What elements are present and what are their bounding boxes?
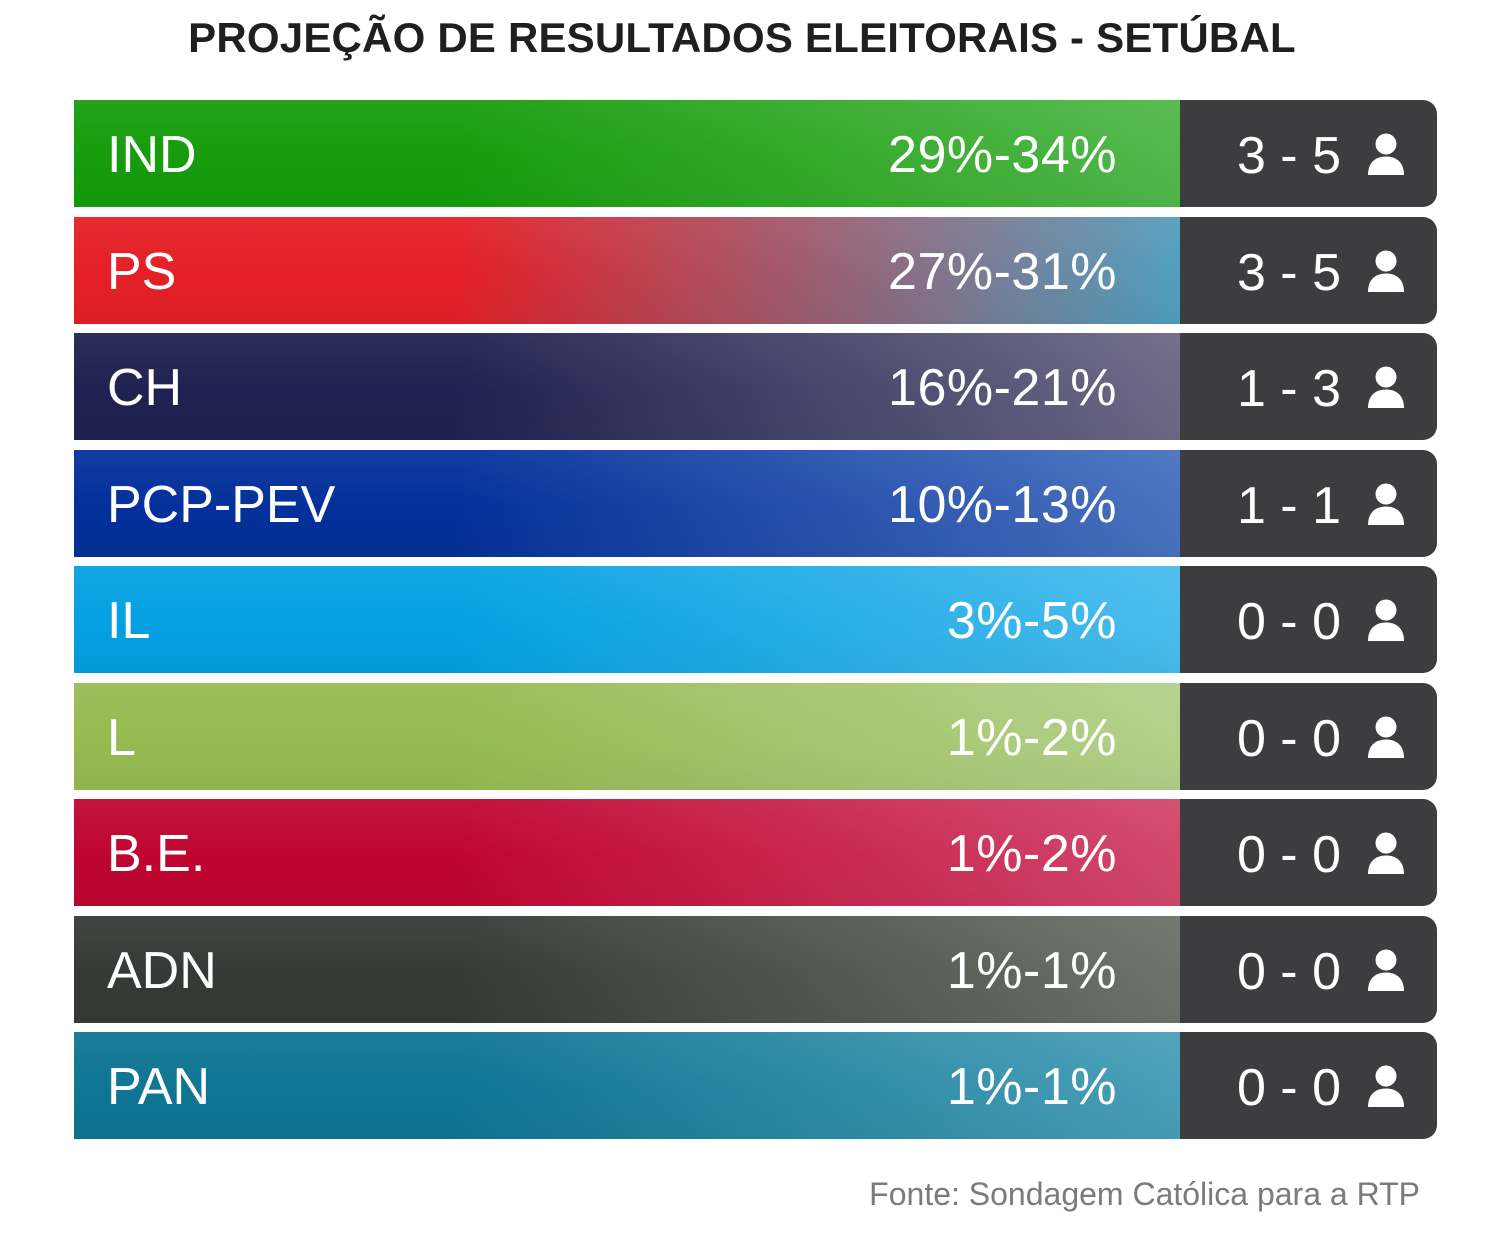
seats-box: 1 - 1: [1180, 449, 1437, 557]
party-bar: ADN 1%-1%: [74, 915, 1180, 1023]
table-row: B.E. 1%-2% 0 - 0: [74, 799, 1437, 906]
party-name: IL: [107, 592, 151, 650]
party-name: CH: [107, 359, 183, 417]
vote-range: 1%-1%: [946, 1058, 1117, 1116]
person-icon: [1367, 599, 1405, 641]
seats-range: 0 - 0: [1236, 826, 1341, 884]
seats-box: 1 - 3: [1180, 333, 1437, 440]
person-icon: [1367, 949, 1405, 991]
seats-range: 0 - 0: [1236, 593, 1341, 651]
table-row: IL 3%-5% 0 - 0: [74, 566, 1437, 673]
seats-range: 1 - 1: [1236, 476, 1341, 535]
party-name: ADN: [107, 941, 217, 1000]
person-icon: [1367, 832, 1405, 874]
person-icon: [1367, 133, 1405, 175]
chart-title: PROJEÇÃO DE RESULTADOS ELEITORAIS - SETÚ…: [188, 14, 1296, 61]
source-note: Fonte: Sondagem Católica para a RTP: [869, 1176, 1420, 1212]
party-bar: PCP-PEV 10%-13%: [74, 449, 1180, 557]
seats-range: 0 - 0: [1236, 1059, 1341, 1117]
seats-box: 3 - 5: [1180, 216, 1437, 324]
seats-box: 0 - 0: [1180, 566, 1437, 673]
seats-box: 3 - 5: [1180, 100, 1437, 207]
table-row: CH 16%-21% 1 - 3: [74, 333, 1437, 440]
party-bar: IND 29%-34%: [74, 100, 1180, 207]
party-name: PCP-PEV: [107, 475, 336, 534]
vote-range: 3%-5%: [946, 592, 1117, 650]
seats-range: 1 - 3: [1236, 360, 1341, 418]
person-icon: [1367, 250, 1405, 292]
seats-box: 0 - 0: [1180, 1032, 1437, 1139]
party-bar: IL 3%-5%: [74, 566, 1180, 673]
party-name: PS: [107, 242, 177, 301]
person-icon: [1367, 716, 1405, 758]
vote-range: 1%-2%: [946, 825, 1117, 883]
vote-range: 27%-31%: [888, 242, 1117, 301]
table-row: ADN 1%-1% 0 - 0: [74, 915, 1437, 1023]
results-table: IND 29%-34% 3 - 5 PS 27%-31% 3 - 5 CH 16%-21% 1 …: [74, 100, 1437, 1149]
party-name: PAN: [107, 1058, 211, 1116]
vote-range: 1%-2%: [946, 708, 1117, 767]
vote-range: 16%-21%: [888, 359, 1117, 417]
seats-box: 0 - 0: [1180, 915, 1437, 1023]
seats-range: 0 - 0: [1236, 942, 1341, 1001]
party-bar: B.E. 1%-2%: [74, 799, 1180, 906]
person-icon: [1367, 366, 1405, 408]
seats-range: 0 - 0: [1236, 709, 1341, 768]
seats-box: 0 - 0: [1180, 799, 1437, 906]
party-bar: CH 16%-21%: [74, 333, 1180, 440]
person-icon: [1367, 1065, 1405, 1107]
table-row: L 1%-2% 0 - 0: [74, 682, 1437, 790]
table-row: PS 27%-31% 3 - 5: [74, 216, 1437, 324]
table-row: IND 29%-34% 3 - 5: [74, 100, 1437, 207]
vote-range: 29%-34%: [888, 126, 1117, 184]
party-bar: PAN 1%-1%: [74, 1032, 1180, 1139]
table-row: PCP-PEV 10%-13% 1 - 1: [74, 449, 1437, 557]
person-icon: [1367, 483, 1405, 525]
party-name: L: [107, 708, 136, 767]
seats-box: 0 - 0: [1180, 682, 1437, 790]
party-bar: L 1%-2%: [74, 682, 1180, 790]
seats-range: 3 - 5: [1236, 127, 1341, 185]
seats-range: 3 - 5: [1236, 243, 1341, 302]
vote-range: 1%-1%: [946, 941, 1117, 1000]
party-name: B.E.: [107, 825, 206, 883]
table-row: PAN 1%-1% 0 - 0: [74, 1032, 1437, 1139]
party-name: IND: [107, 126, 197, 184]
party-bar: PS 27%-31%: [74, 216, 1180, 324]
vote-range: 10%-13%: [888, 475, 1117, 534]
